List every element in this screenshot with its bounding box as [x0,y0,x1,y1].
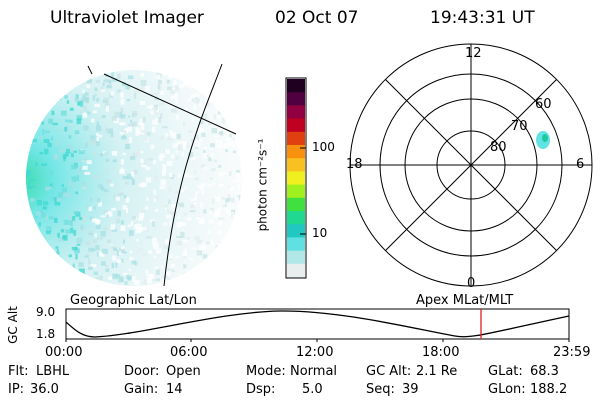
colorbar-segment [287,158,305,172]
polar-diagonal-2 [385,79,557,251]
colorbar-segment [287,211,305,225]
footer-door-key: Door: [124,364,160,379]
timeline-frame [65,308,570,340]
colorbar-segment [287,250,305,265]
timeline-xtick-0600: 06:00 [170,345,208,360]
colorbar-segment [287,184,305,199]
footer-ip-val: 36.0 [30,382,59,397]
footer-glon-key: GLon: [488,382,526,397]
time-label: 19:43:31 UT [430,8,535,28]
polar-lat-80: 80 [490,140,507,155]
colorbar-segment [287,197,305,212]
polar-lat-70: 70 [511,119,528,134]
polar-label-0: 0 [467,276,476,291]
colorbar-segment [287,145,305,159]
timeline-plot [65,308,570,342]
timeline-xtick-2359: 23:59 [553,345,591,360]
timeline-xtick-1800: 18:00 [422,345,460,360]
timeline-left-label: Geographic Lat/Lon [70,293,197,308]
timeline-y-label: GC Alt [5,306,20,344]
colorbar-segment [287,105,305,120]
altitude-curve [65,310,570,338]
polar-lat-60: 60 [535,97,552,112]
auroral-image [26,70,242,286]
timeline-xtick-0000: 00:00 [45,345,83,360]
instrument-title: Ultraviolet Imager [50,8,204,28]
footer-glon-val: 188.2 [530,382,568,397]
timeline-xtick-1200: 12:00 [296,345,334,360]
colorbar-tick-100: 100 [312,140,335,154]
footer-seq-val: 39 [402,382,419,397]
footer-dsp-val: 5.0 [302,382,323,397]
colorbar-unit-label: photon cm⁻²s⁻¹ [255,138,270,232]
footer-gcalt-val: 2.1 Re [416,364,458,379]
colorbar-segment [287,131,305,146]
colorbar-segment [287,79,305,93]
colorbar-tick-10: 10 [312,226,328,240]
colorbar-segment [287,171,305,186]
colorbar [285,77,307,279]
polar-plot [349,43,593,287]
colorbar-segment [287,263,305,278]
colorbar-segment [287,224,305,238]
footer-glat-val: 68.3 [530,364,559,379]
footer-glat-key: GLat: [488,364,523,379]
polar-label-18: 18 [346,157,363,172]
footer-flt-key: Flt: [8,364,29,379]
colorbar-frame [285,77,307,279]
colorbar-segment [287,237,305,252]
colorbar-segment [287,92,305,106]
footer-gcalt-key: GC Alt: [366,364,412,379]
timeline-ytick-min: 1.8 [36,327,56,341]
footer-gain-key: Gain: [124,382,159,397]
polar-label-6: 6 [576,157,585,172]
footer-mode-key: Mode: [246,364,286,379]
footer-gain-val: 14 [166,382,183,397]
polar-label-12: 12 [465,46,482,61]
timeline-ticks [65,339,570,342]
footer-seq-key: Seq: [366,382,395,397]
footer-flt-val: LBHL [36,364,70,379]
colorbar-segment [287,118,305,133]
footer-door-val: Open [166,364,201,379]
disk-overlay-lines [87,63,237,287]
polar-aurora-core [542,134,548,142]
footer-dsp-key: Dsp: [246,382,276,397]
timeline-ytick-max: 9.0 [36,305,56,319]
timeline-right-label: Apex MLat/MLT [416,293,514,308]
date-label: 02 Oct 07 [275,8,359,28]
footer-ip-key: IP: [8,382,25,397]
footer-mode-val: Normal [290,364,338,379]
